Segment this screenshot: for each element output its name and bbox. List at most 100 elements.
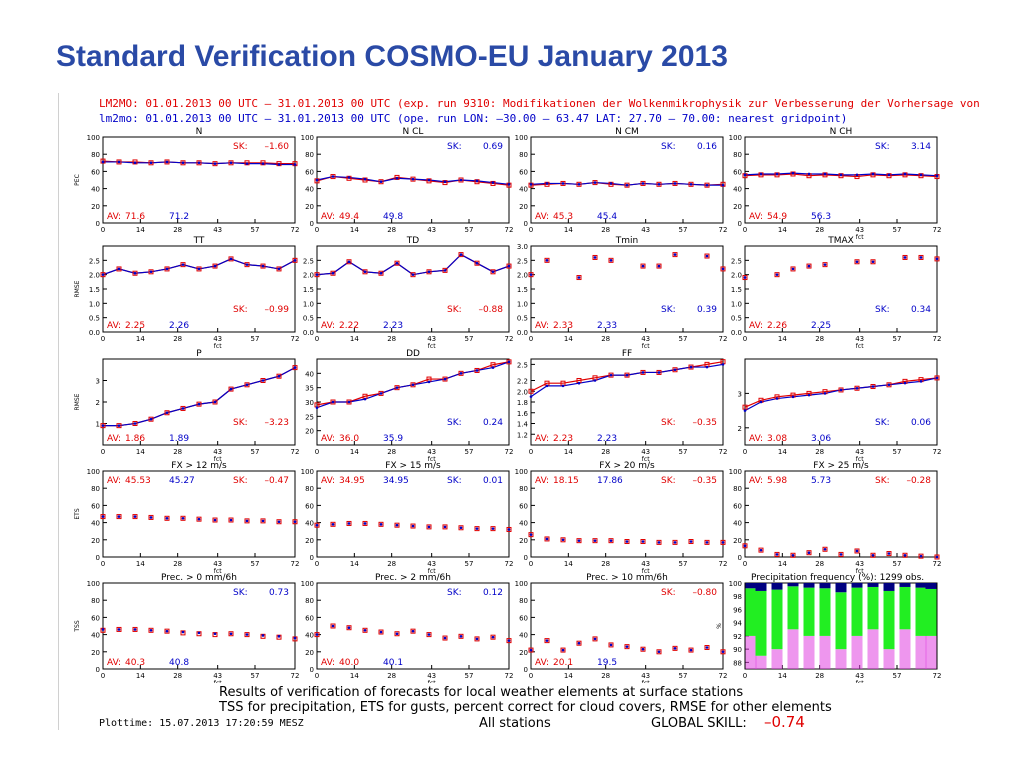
data-point-exp	[276, 266, 282, 272]
data-point-ope	[545, 384, 549, 388]
plot-frame	[316, 582, 510, 670]
panel-td: TD 0.0 0.5 1.0 1.5 2.0 2.5 0 14 28 43 57 72 fct SK: –0.…	[303, 236, 514, 350]
y-tick-label: 80	[91, 597, 100, 605]
y-tick-label: 20	[733, 537, 742, 545]
y-tick-label: 100	[301, 134, 314, 142]
data-point-ope	[197, 267, 201, 271]
data-point-exp	[490, 526, 496, 532]
panel-title: DD	[406, 349, 420, 359]
av-value-exp: 54.9	[767, 212, 787, 222]
data-point-exp	[774, 551, 780, 557]
x-tick-label: 14	[136, 335, 145, 343]
data-point-ope	[529, 183, 533, 186]
panel-n-ch: N CH 0 20 40 60 80 100 0 14 28 43 57 72 fct SK: 3.14 AV:…	[729, 127, 942, 241]
x-tick-label: 28	[387, 448, 396, 456]
y-tick-label: 100	[729, 580, 742, 588]
plot-frame	[102, 245, 296, 333]
x-tick-label: 28	[815, 448, 824, 456]
av-value-ope: 45.4	[597, 212, 617, 222]
y-tick-label: 60	[733, 168, 742, 176]
data-point-ope	[261, 519, 265, 523]
data-point-exp	[458, 525, 464, 531]
data-point-ope	[293, 520, 297, 524]
data-point-exp	[164, 159, 170, 165]
data-point-exp	[132, 626, 138, 632]
data-point-ope	[759, 548, 763, 552]
x-tick-label: 14	[350, 672, 359, 680]
data-point-ope	[705, 365, 709, 369]
y-axis-label: PEC	[74, 174, 81, 186]
plot-frame	[530, 358, 724, 446]
sk-value: –0.35	[692, 476, 717, 486]
x-tick-label: 0	[529, 448, 533, 456]
x-tick-label: 28	[601, 560, 610, 568]
y-tick-label: 40	[91, 632, 100, 640]
y-tick-label: 80	[733, 485, 742, 493]
bar-moderate-precip	[745, 583, 757, 589]
x-tick-label: 0	[101, 226, 105, 234]
x-tick-label: 72	[291, 672, 300, 680]
x-axis-label: fct	[642, 680, 650, 683]
data-point-ope	[561, 182, 565, 185]
x-tick-label: 43	[641, 335, 650, 343]
data-point-ope	[673, 541, 677, 544]
data-point-ope	[673, 647, 677, 650]
data-point-ope	[903, 381, 907, 385]
sk-label: SK:	[661, 305, 676, 315]
data-point-ope	[395, 523, 399, 527]
data-point-ope	[475, 527, 479, 530]
bar-light-precip	[819, 588, 831, 636]
data-point-ope	[315, 406, 319, 410]
data-point-exp	[346, 625, 352, 631]
data-point-ope	[181, 630, 185, 634]
data-point-exp	[442, 524, 448, 530]
series-line-exp	[103, 367, 296, 427]
data-point-exp	[854, 548, 860, 554]
data-point-ope	[245, 263, 249, 266]
data-point-ope	[117, 628, 121, 631]
data-point-exp	[474, 636, 480, 642]
data-point-ope	[871, 385, 875, 388]
y-tick-label: 1.2	[517, 431, 528, 439]
plot-frame	[744, 245, 938, 333]
data-point-exp	[410, 272, 416, 278]
x-tick-label: 0	[743, 448, 747, 456]
data-point-ope	[165, 267, 169, 271]
panel-title: Prec. > 2 mm/6h	[375, 573, 451, 583]
data-point-exp	[790, 552, 796, 558]
x-tick-label: 57	[893, 335, 902, 343]
av-value-exp: 71.6	[125, 212, 145, 222]
data-point-ope	[411, 524, 415, 528]
bar-light-precip	[851, 587, 863, 636]
data-point-exp	[330, 399, 336, 405]
data-point-exp	[806, 550, 812, 556]
data-point-ope	[427, 178, 431, 182]
y-tick-label: 0	[310, 220, 314, 228]
footer-line-1: Results of verification of forecasts for…	[219, 685, 744, 700]
x-axis-label: fct	[856, 343, 864, 350]
x-tick-label: 14	[564, 226, 573, 234]
data-point-ope	[245, 519, 249, 523]
data-point-ope	[721, 183, 725, 187]
y-tick-label: 2.5	[517, 361, 528, 369]
x-tick-label: 28	[815, 226, 824, 234]
data-point-exp	[656, 539, 662, 545]
data-point-exp	[132, 514, 138, 520]
data-point-exp	[544, 536, 550, 542]
y-tick-label: 20	[519, 203, 528, 211]
data-point-ope	[197, 517, 201, 521]
y-tick-label: 60	[91, 168, 100, 176]
x-tick-label: 28	[601, 226, 610, 234]
av-value-exp: 34.95	[339, 476, 365, 486]
plot-time: Plottime: 15.07.2013 17:20:59 MESZ	[99, 718, 304, 729]
panel-title: N CH	[830, 127, 853, 137]
av-value-ope: 56.3	[811, 212, 831, 222]
x-tick-label: 72	[505, 560, 514, 568]
data-point-exp	[426, 269, 432, 275]
y-tick-label: 1.0	[89, 300, 100, 308]
y-tick-label: 0.0	[517, 329, 528, 337]
data-point-exp	[330, 521, 336, 527]
data-point-ope	[117, 424, 121, 427]
av-value-ope: 40.8	[169, 658, 189, 668]
y-tick-label: 40	[305, 632, 314, 640]
